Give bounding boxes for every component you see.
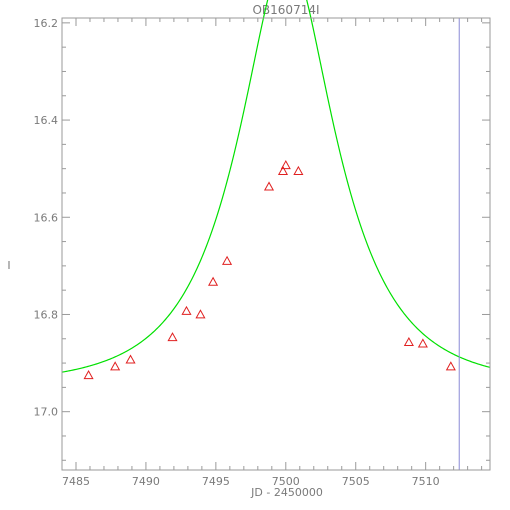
- data-point-triangle: [208, 276, 219, 286]
- data-point-triangle: [195, 309, 206, 319]
- y-tick-label: 16.2: [34, 17, 59, 30]
- model-curve-line: [61, 0, 491, 373]
- x-tick-label: 7485: [62, 475, 90, 488]
- x-tick-label: 7500: [272, 475, 300, 488]
- chart-axes: 7485 7490 7495 7500 7505 7510 16.2 16.4 16.6 16.8…: [34, 17, 491, 488]
- chart-title: OB160714I: [252, 3, 319, 17]
- x-axis-title: JD - 2450000: [250, 486, 323, 499]
- data-point-triangle: [125, 354, 136, 364]
- y-tick-label: 16.4: [34, 114, 59, 127]
- y-tick-label: 16.8: [34, 308, 59, 321]
- data-point-triangle: [280, 160, 291, 170]
- y-tick-label: 16.6: [34, 211, 59, 224]
- data-point-triangle: [110, 361, 121, 371]
- data-point-triangle: [181, 305, 192, 315]
- data-point-triangle: [417, 338, 428, 348]
- plot-frame: [61, 17, 491, 471]
- data-point-triangle: [445, 361, 456, 371]
- x-tick-label: 7490: [132, 475, 160, 488]
- data-point-triangle: [221, 255, 233, 265]
- data-point-triangle: [403, 336, 414, 347]
- data-point-triangle: [263, 181, 275, 191]
- data-point-triangle: [293, 165, 304, 175]
- x-tick-label: 7505: [342, 475, 370, 488]
- chart-marks: [61, 0, 491, 470]
- data-point-triangle: [83, 369, 94, 380]
- x-tick-label: 7510: [412, 475, 440, 488]
- data-point-triangle: [277, 165, 289, 175]
- data-point-triangle: [167, 332, 178, 342]
- y-axis-title: I: [7, 259, 10, 272]
- x-tick-label: 7495: [202, 475, 230, 488]
- y-tick-label: 17.0: [34, 406, 59, 419]
